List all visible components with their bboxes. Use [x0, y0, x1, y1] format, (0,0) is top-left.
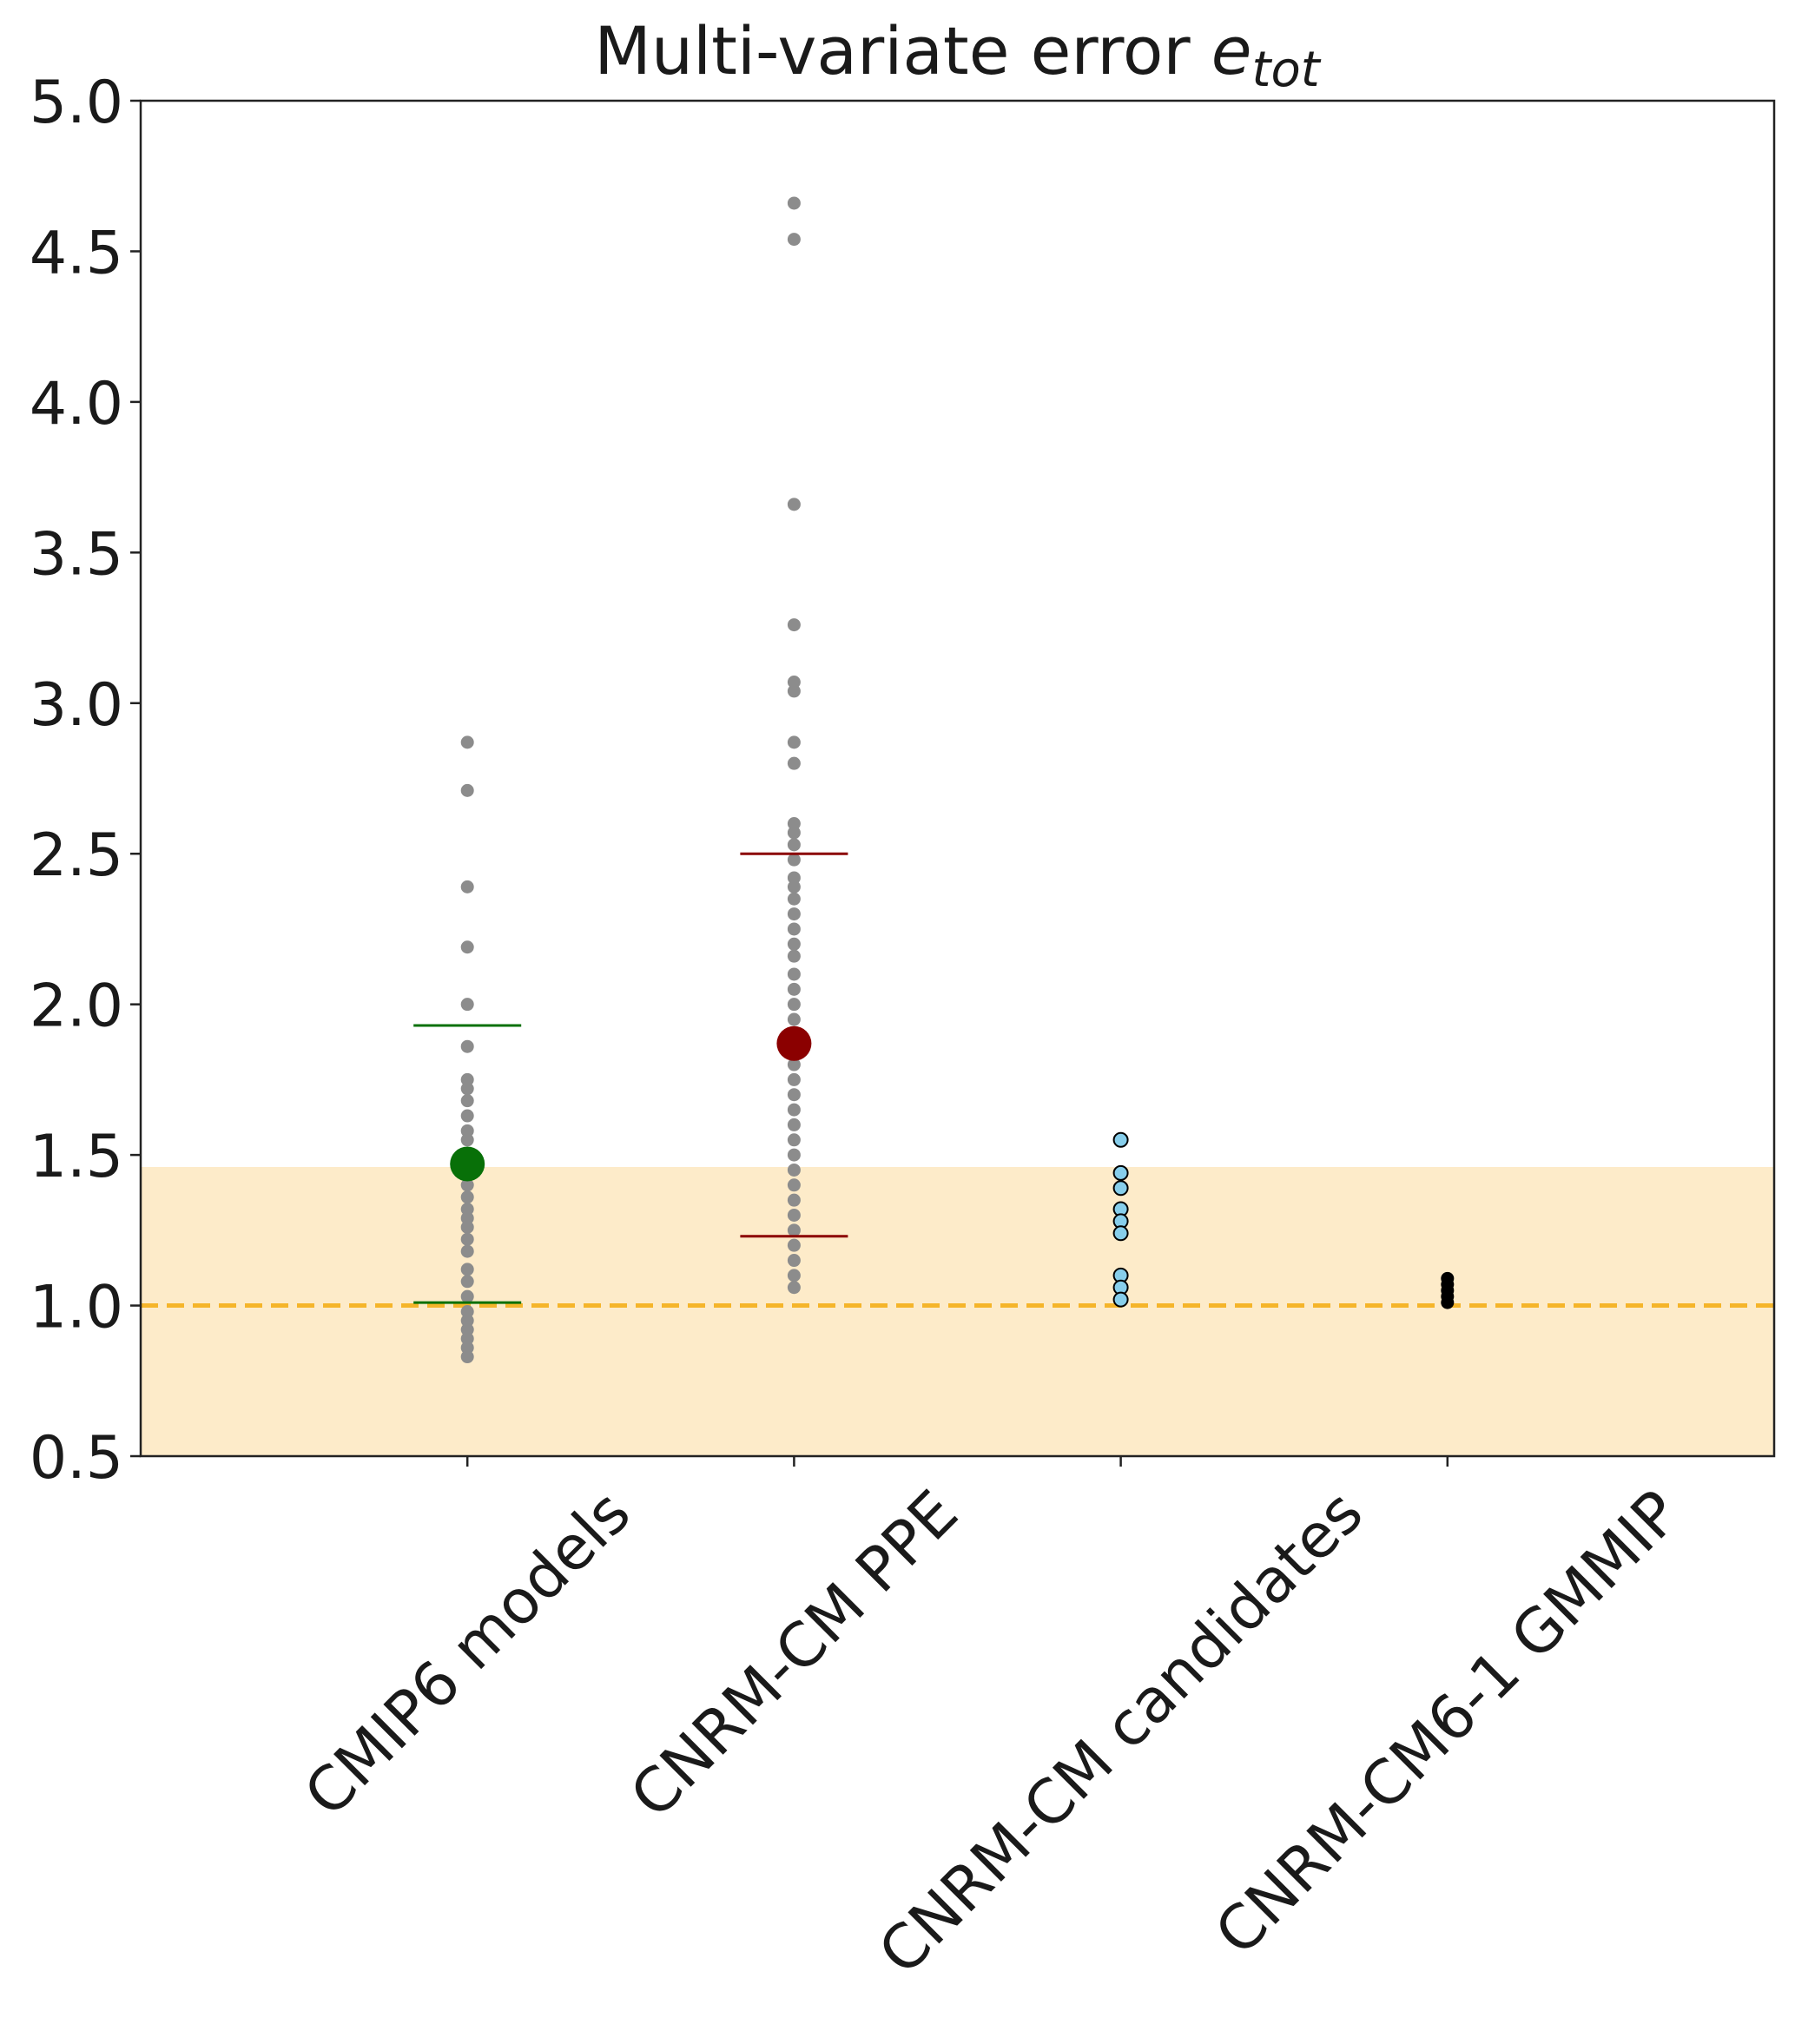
data-point — [1112, 1291, 1129, 1308]
y-tick-label: 4.0 — [30, 370, 123, 438]
data-point — [787, 1012, 801, 1026]
data-point — [460, 1332, 474, 1346]
data-point — [460, 1275, 474, 1289]
data-point — [1112, 1131, 1129, 1148]
plot-frame — [139, 99, 1776, 1458]
data-point — [460, 1304, 474, 1318]
data-point — [787, 871, 801, 885]
data-point — [460, 1039, 474, 1053]
data-point — [787, 907, 801, 921]
data-point — [460, 1341, 474, 1355]
data-point — [787, 1238, 801, 1252]
data-point — [460, 1190, 474, 1204]
data-point — [787, 618, 801, 632]
data-point — [1112, 1225, 1129, 1242]
data-point — [460, 1350, 474, 1364]
data-point — [460, 1211, 474, 1225]
data-point — [787, 735, 801, 749]
data-point — [787, 675, 801, 689]
data-point — [787, 1163, 801, 1177]
data-point — [787, 967, 801, 981]
y-tick-label: 2.5 — [30, 821, 123, 890]
mean-marker — [776, 1025, 812, 1061]
data-point — [787, 949, 801, 963]
mean-marker — [450, 1146, 485, 1182]
data-point — [787, 1118, 801, 1131]
data-point — [787, 922, 801, 936]
data-point — [787, 853, 801, 867]
chart-title: Multi-variate error etot — [594, 12, 1321, 98]
data-point — [1441, 1271, 1455, 1285]
data-point — [787, 817, 801, 831]
data-point — [460, 1244, 474, 1258]
data-point — [460, 1322, 474, 1336]
data-point — [460, 1232, 474, 1246]
data-point — [787, 1208, 801, 1222]
data-point — [787, 196, 801, 210]
y-tick-label: 3.5 — [30, 520, 123, 589]
data-point — [460, 1094, 474, 1108]
data-point — [460, 998, 474, 1012]
data-point — [787, 233, 801, 247]
data-point — [787, 826, 801, 840]
data-point — [787, 1281, 801, 1295]
data-point — [787, 1058, 801, 1071]
title-text: Multi-variate error — [594, 12, 1211, 89]
data-point — [787, 1103, 801, 1117]
data-point — [460, 1109, 474, 1123]
data-point — [787, 498, 801, 511]
data-point — [787, 684, 801, 698]
data-point — [787, 756, 801, 770]
data-point — [787, 1193, 801, 1207]
data-point — [460, 1289, 474, 1303]
data-point — [460, 1203, 474, 1217]
data-point — [787, 1072, 801, 1086]
data-point — [787, 1148, 801, 1162]
data-point — [460, 880, 474, 893]
data-point — [787, 892, 801, 906]
data-point — [460, 1314, 474, 1328]
y-tick-label: 0.5 — [30, 1424, 123, 1493]
data-point — [460, 1220, 474, 1234]
y-tick-label: 5.0 — [30, 69, 123, 137]
x-tick-label: CMIP6 models — [291, 1477, 644, 1830]
title-subscript: tot — [1252, 42, 1322, 98]
data-point — [787, 998, 801, 1012]
data-point — [787, 838, 801, 852]
data-point — [787, 937, 801, 951]
data-point — [460, 1082, 474, 1096]
data-point — [460, 783, 474, 797]
x-tick-label: CNRM-CM PPE — [617, 1477, 972, 1832]
data-point — [460, 1124, 474, 1137]
y-tick-label: 1.0 — [30, 1274, 123, 1342]
data-point — [787, 1254, 801, 1268]
data-point — [787, 1133, 801, 1147]
data-point — [1112, 1164, 1129, 1181]
data-point — [787, 982, 801, 996]
y-tick-label: 2.0 — [30, 973, 123, 1041]
title-symbol: e — [1211, 12, 1252, 89]
data-point — [460, 1133, 474, 1147]
data-point — [787, 1223, 801, 1237]
data-point — [1112, 1180, 1129, 1197]
data-point — [460, 940, 474, 954]
data-point — [460, 1263, 474, 1276]
shaded-band — [141, 1166, 1774, 1456]
data-point — [460, 1072, 474, 1086]
data-point — [787, 1178, 801, 1192]
y-tick-label: 3.0 — [30, 671, 123, 740]
data-point — [787, 880, 801, 893]
data-point — [460, 735, 474, 749]
y-tick-label: 4.5 — [30, 219, 123, 287]
data-point — [787, 1269, 801, 1282]
data-point — [460, 1178, 474, 1192]
y-tick-label: 1.5 — [30, 1123, 123, 1191]
data-point — [787, 1088, 801, 1102]
